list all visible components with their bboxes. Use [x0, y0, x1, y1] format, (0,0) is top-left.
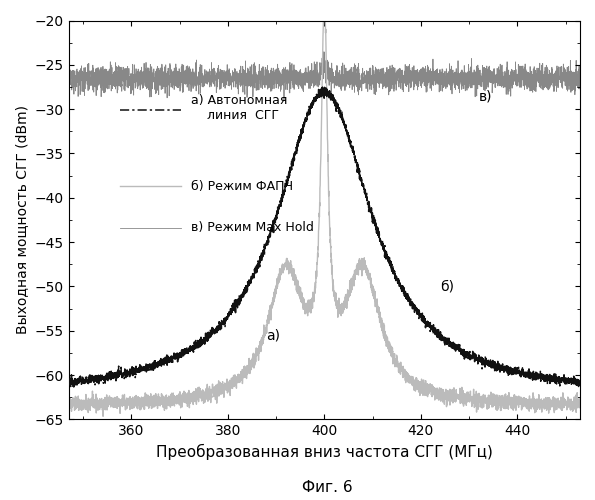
Y-axis label: Выходная мощность СГГ (dBm): Выходная мощность СГГ (dBm): [15, 106, 29, 334]
X-axis label: Преобразованная вниз частота СГГ (МГц): Преобразованная вниз частота СГГ (МГц): [156, 444, 493, 460]
Text: в) Режим Max Hold: в) Режим Max Hold: [192, 222, 314, 234]
Text: в): в): [479, 90, 492, 104]
Text: Фиг. 6: Фиг. 6: [302, 480, 353, 495]
Text: а): а): [267, 328, 280, 342]
Text: б) Режим ФАПЧ: б) Режим ФАПЧ: [192, 180, 293, 192]
Text: б): б): [440, 280, 454, 294]
Text: а) Автономная
    линия  СГГ: а) Автономная линия СГГ: [192, 94, 288, 122]
